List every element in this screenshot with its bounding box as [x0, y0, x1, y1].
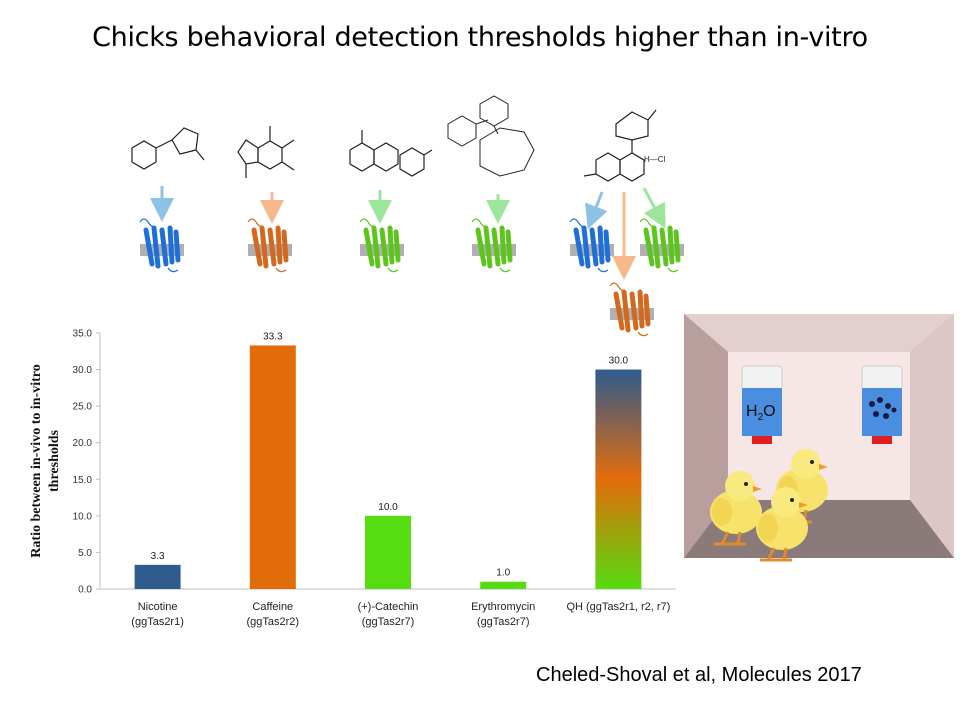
- category-label-line2: (ggTas2r1): [131, 616, 184, 628]
- category-label-line2: (ggTas2r7): [477, 616, 530, 628]
- slide-title: Chicks behavioral detection thresholds h…: [92, 22, 868, 53]
- bar-value-label: 3.3: [151, 551, 165, 562]
- water-label-o: O: [763, 403, 775, 420]
- bitter-bottle: [861, 365, 903, 444]
- y-tick-label: 10.0: [73, 511, 93, 522]
- y-tick-label: 30.0: [73, 365, 93, 376]
- svg-text:H2O: H2O: [746, 403, 776, 423]
- water-label-sub: 2: [758, 412, 764, 423]
- y-axis-title-line2: thresholds: [47, 429, 62, 492]
- nicotine-molecule: [131, 127, 205, 170]
- water-label-h: H: [746, 403, 758, 420]
- bar-4: [595, 369, 642, 589]
- category-label-line2: (ggTas2r7): [362, 616, 415, 628]
- category-label-line1: QH (ggTas2r1, r2, r7): [566, 601, 670, 613]
- bar-2: [365, 515, 411, 589]
- category-labels: Nicotine (ggTas2r1) Caffeine (ggTas2r2) (+)-…: [131, 601, 670, 628]
- value-labels: 3.3 33.3 10.0 1.0 30.0: [151, 331, 629, 578]
- y-axis-title-line1: Ratio between in-vivo to in-vitro: [29, 364, 44, 557]
- catechin-molecule: [349, 130, 433, 177]
- bar-0: [134, 564, 181, 589]
- bar-value-label: 10.0: [378, 502, 398, 513]
- bar-value-label: 30.0: [609, 356, 629, 367]
- category-label-line1: Erythromycin: [471, 601, 535, 613]
- y-tick-label: 5.0: [78, 548, 92, 559]
- y-tick-label: 20.0: [73, 438, 93, 449]
- y-tick-label: 0.0: [78, 585, 92, 596]
- y-ticks: 0.0 5.0 10.0 15.0 20.0 25.0 30.0 35.0: [73, 329, 100, 596]
- hcl-annotation: H—Cl: [644, 155, 666, 164]
- bars: [134, 345, 642, 589]
- bar-value-label: 1.0: [496, 568, 510, 579]
- chick-test-box: H2O: [684, 314, 954, 562]
- y-tick-label: 35.0: [73, 329, 93, 340]
- y-tick-label: 25.0: [73, 402, 93, 413]
- category-label-line1: Caffeine: [252, 601, 293, 613]
- quinine-molecule: [583, 109, 657, 182]
- category-label-line1: (+)-Catechin: [358, 601, 419, 613]
- citation: Cheled-Shoval et al, Molecules 2017: [536, 664, 862, 686]
- bar-1: [249, 345, 296, 589]
- category-label-line1: Nicotine: [138, 601, 178, 613]
- bar-value-label: 33.3: [263, 331, 283, 342]
- caffeine-molecule: [237, 126, 295, 178]
- bar-3: [480, 581, 527, 589]
- erythromycin-molecule: [447, 95, 535, 177]
- category-label-line2: (ggTas2r2): [247, 616, 300, 628]
- y-tick-label: 15.0: [73, 475, 93, 486]
- water-bottle: H2O: [741, 365, 783, 444]
